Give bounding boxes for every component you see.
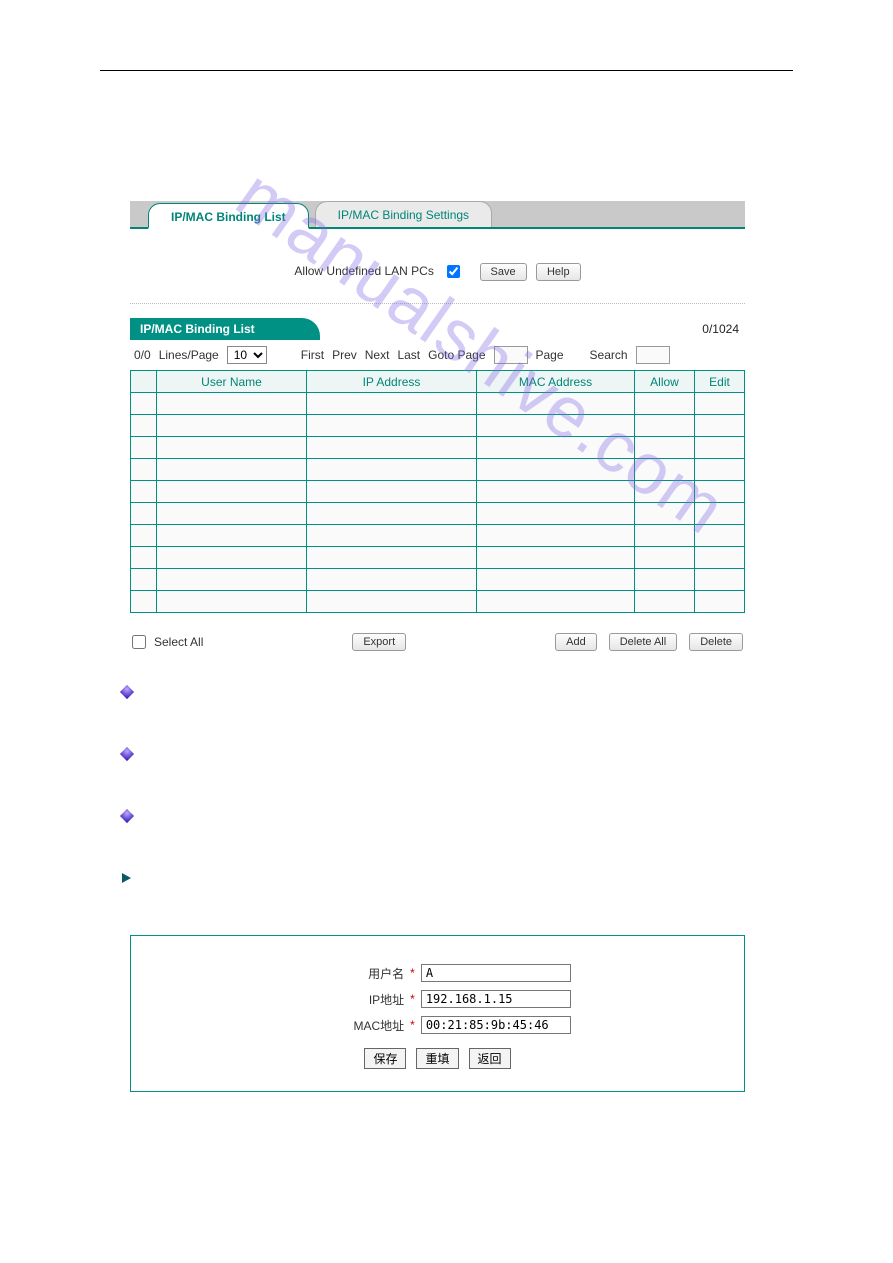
pager-pages: 0/0 <box>134 348 151 362</box>
bullet-item <box>122 811 793 821</box>
bullet-list <box>122 687 793 883</box>
allow-checkbox[interactable] <box>447 265 460 278</box>
tab-binding-list[interactable]: IP/MAC Binding List <box>148 203 309 229</box>
bullet-item <box>122 873 793 883</box>
user-label: 用户名 <box>304 965 404 982</box>
binding-table: User Name IP Address MAC Address Allow E… <box>130 370 745 613</box>
allow-undefined-row: Allow Undefined LAN PCs Save Help <box>130 229 745 304</box>
main-content: IP/MAC Binding List IP/MAC Binding Setti… <box>100 201 793 1092</box>
allow-label: Allow Undefined LAN PCs <box>294 264 433 278</box>
mac-input[interactable] <box>421 1016 571 1034</box>
section-header: IP/MAC Binding List 0/1024 <box>130 318 745 340</box>
col-ip: IP Address <box>307 371 477 393</box>
required-star: * <box>410 966 415 980</box>
bullet-item <box>122 687 793 697</box>
mac-label: MAC地址 <box>304 1017 404 1034</box>
pager-prev[interactable]: Prev <box>332 348 357 362</box>
table-row <box>131 591 745 613</box>
page-suffix: Page <box>536 348 564 362</box>
col-checkbox <box>131 371 157 393</box>
help-button[interactable]: Help <box>536 263 581 281</box>
select-all-label: Select All <box>154 635 203 649</box>
table-row <box>131 415 745 437</box>
pager-first[interactable]: First <box>301 348 324 362</box>
search-input[interactable] <box>636 346 670 364</box>
add-binding-form: 用户名 * IP地址 * MAC地址 * 保存 重填 返回 <box>130 935 745 1092</box>
user-input[interactable] <box>421 964 571 982</box>
table-row <box>131 547 745 569</box>
triangle-icon <box>122 873 131 883</box>
pager: 0/0 Lines/Page 10 First Prev Next Last G… <box>130 340 745 370</box>
table-row <box>131 525 745 547</box>
table-row <box>131 393 745 415</box>
diamond-icon <box>120 747 134 761</box>
col-edit: Edit <box>695 371 745 393</box>
table-row <box>131 437 745 459</box>
form-reset-button[interactable]: 重填 <box>416 1048 458 1069</box>
goto-input[interactable] <box>494 346 528 364</box>
form-save-button[interactable]: 保存 <box>364 1048 406 1069</box>
tab-binding-settings[interactable]: IP/MAC Binding Settings <box>315 201 492 227</box>
table-row <box>131 459 745 481</box>
required-star: * <box>410 992 415 1006</box>
bullet-item <box>122 749 793 759</box>
add-button[interactable]: Add <box>555 633 597 651</box>
pager-last[interactable]: Last <box>397 348 420 362</box>
form-back-button[interactable]: 返回 <box>469 1048 511 1069</box>
col-username: User Name <box>157 371 307 393</box>
lines-per-page-select[interactable]: 10 <box>227 346 267 364</box>
binding-panel: IP/MAC Binding List IP/MAC Binding Setti… <box>130 201 745 651</box>
table-row <box>131 503 745 525</box>
goto-label: Goto Page <box>428 348 485 362</box>
export-button[interactable]: Export <box>352 633 406 651</box>
delete-button[interactable]: Delete <box>689 633 743 651</box>
pager-next[interactable]: Next <box>365 348 390 362</box>
tab-bar: IP/MAC Binding List IP/MAC Binding Setti… <box>130 201 745 229</box>
required-star: * <box>410 1018 415 1032</box>
top-rule <box>100 70 793 71</box>
table-header-row: User Name IP Address MAC Address Allow E… <box>131 371 745 393</box>
search-label: Search <box>590 348 628 362</box>
diamond-icon <box>120 809 134 823</box>
diamond-icon <box>120 685 134 699</box>
section-title: IP/MAC Binding List <box>130 318 320 340</box>
col-allow: Allow <box>635 371 695 393</box>
section-count: 0/1024 <box>702 322 745 336</box>
table-row <box>131 481 745 503</box>
table-actions: Select All Export Add Delete All Delete <box>130 613 745 651</box>
table-row <box>131 569 745 591</box>
ip-input[interactable] <box>421 990 571 1008</box>
delete-all-button[interactable]: Delete All <box>609 633 677 651</box>
select-all-checkbox[interactable] <box>132 635 146 649</box>
save-button[interactable]: Save <box>480 263 527 281</box>
ip-label: IP地址 <box>304 991 404 1008</box>
col-mac: MAC Address <box>477 371 635 393</box>
lines-per-page-label: Lines/Page <box>159 348 219 362</box>
